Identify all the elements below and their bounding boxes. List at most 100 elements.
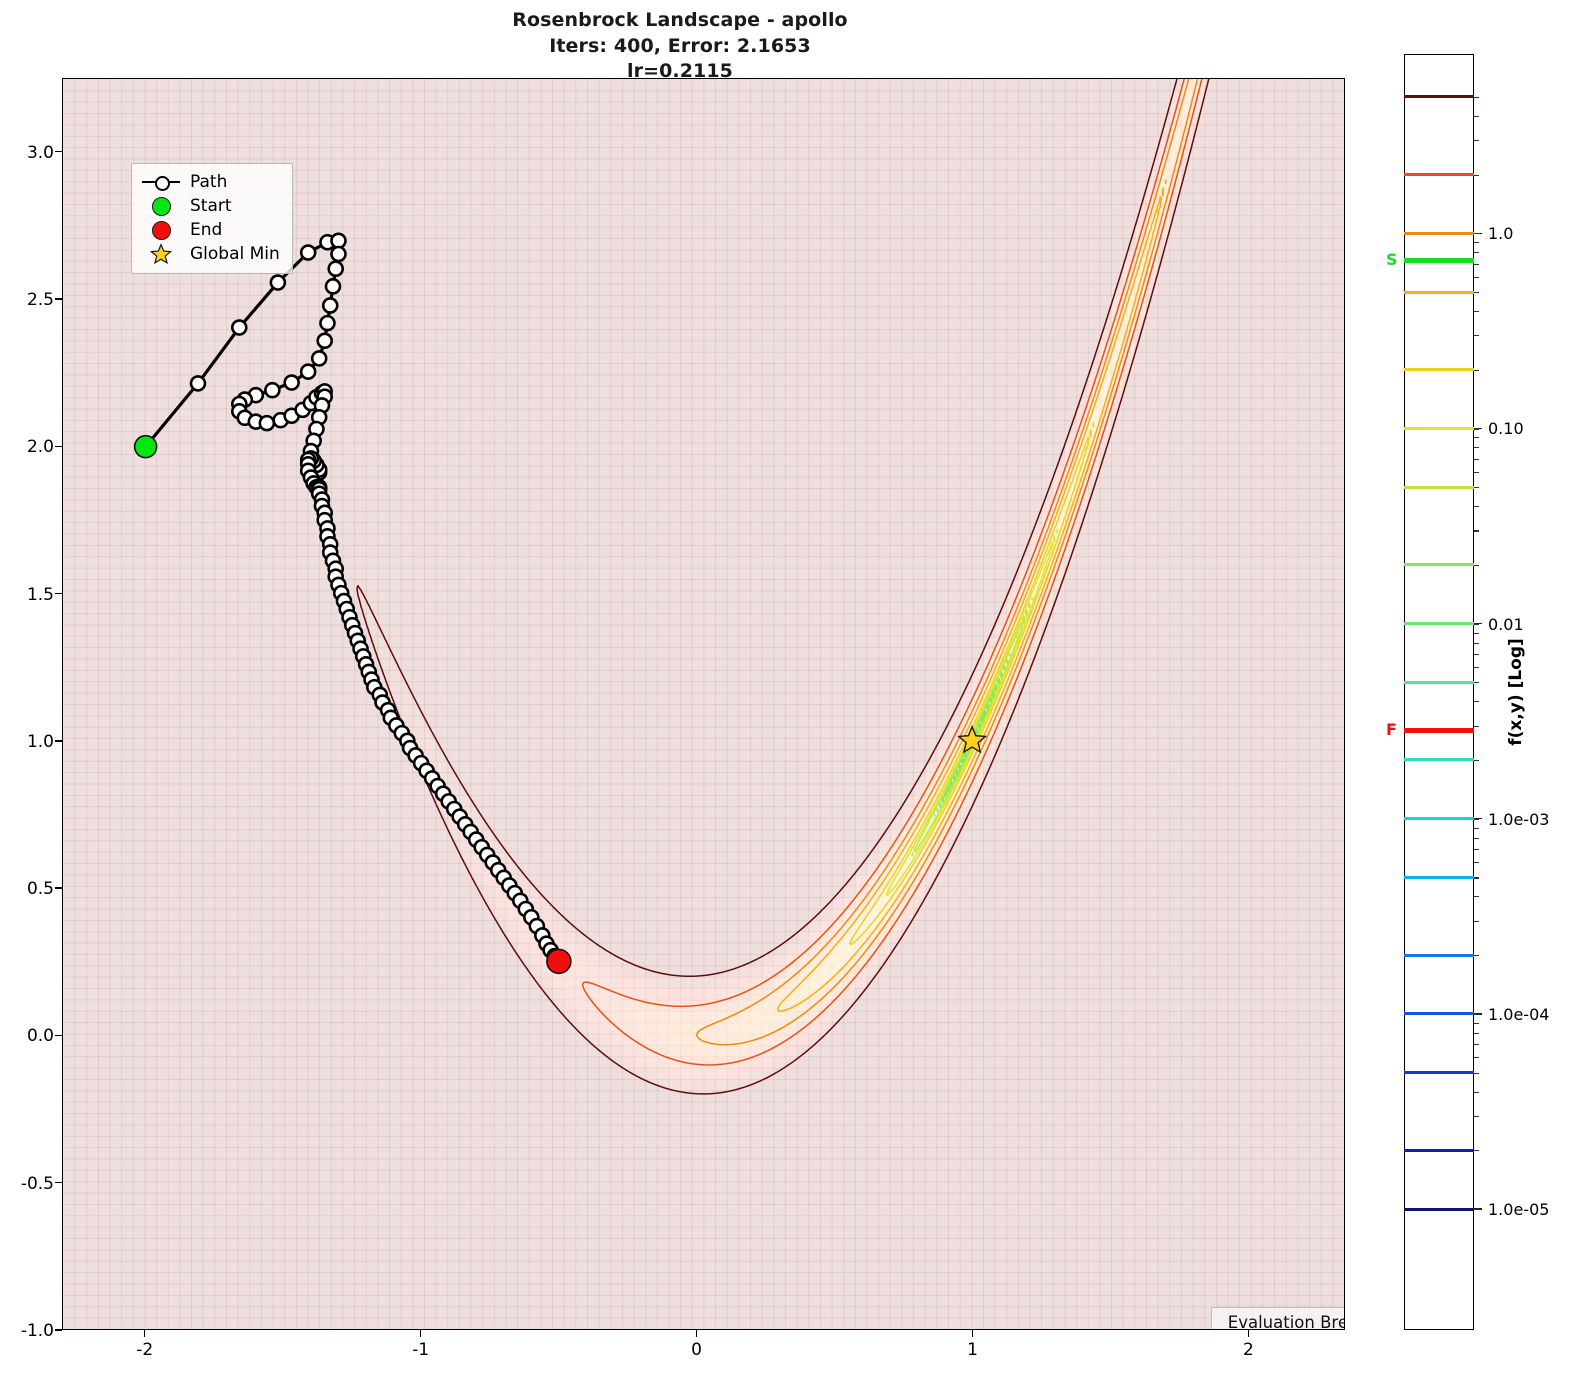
x-tick-mark [419,1330,422,1337]
title-line-2: Iters: 400, Error: 2.1653 [549,34,811,57]
x-tick-label: 2 [1243,1340,1254,1360]
path-point-marker [269,274,287,291]
colorbar-minor-tick [1474,530,1479,532]
colorbar-level-line [1404,1071,1474,1075]
colorbar-minor-tick [1474,1032,1479,1034]
colorbar-minor-tick [1474,506,1479,508]
legend-item-global-min: Global Min [140,242,280,266]
y-tick-mark [55,445,62,447]
colorbar-minor-tick [1474,1150,1479,1152]
contour-line [776,178,1167,1012]
y-tick-label: -0.5 [20,1173,54,1194]
path-point-marker [316,332,333,350]
path-point-marker [321,297,339,314]
colorbar-minor-tick [1474,140,1479,142]
colorbar-box [1404,54,1474,1330]
colorbar-minor-tick [1474,369,1479,371]
x-tick-mark [144,1330,146,1337]
colorbar-minor-tick [1474,335,1479,337]
y-tick-mark [55,150,62,153]
colorbar-minor-tick [1474,1057,1479,1059]
colorbar-minor-tick [1474,471,1479,473]
x-tick-label: -2 [136,1340,154,1360]
path-line-marker-icon [140,171,182,193]
end-point-marker[interactable] [546,948,572,975]
y-tick-mark [55,1034,62,1037]
colorbar-level-line [1404,622,1474,626]
colorbar-level-line [1404,758,1474,762]
colorbar-minor-tick [1474,1115,1479,1117]
y-tick-mark [55,1182,62,1184]
colorbar-level-line [1404,368,1474,372]
colorbar-minor-tick [1474,437,1479,439]
red-circle-icon [140,219,182,241]
colorbar-level-line [1404,95,1474,99]
legend-label-path: Path [190,172,228,192]
colorbar-minor-tick [1474,428,1479,430]
x-tick-mark [971,1330,974,1337]
colorbar-tick-label: 1.0e-03 [1488,809,1550,829]
path-point-marker [319,314,336,332]
contour-plot-area[interactable]: Path Start End Global Min Evaluation Bre… [62,78,1345,1330]
colorbar-tick-label: 0.01 [1488,614,1524,634]
path-point-marker [330,232,347,250]
start-point-marker[interactable] [133,434,158,459]
contour-line [581,79,1203,1066]
path-point-marker [330,245,347,263]
path-point-marker [231,319,248,336]
evaluation-breakdown-title: Evaluation Breakdown [1227,1313,1344,1330]
colorbar-minor-tick [1474,827,1479,829]
contour-line [356,79,1210,1095]
colorbar-minor-tick [1474,955,1479,957]
y-tick-mark [55,740,62,742]
colorbar-minor-tick [1474,862,1479,864]
colorbar-minor-tick [1474,174,1479,176]
colorbar-level-line [1404,1012,1474,1016]
colorbar-minor-tick [1474,701,1479,703]
y-tick-label: 3.0 [26,142,54,163]
path-point-marker [189,375,207,392]
y-tick-mark [55,592,62,595]
colorbar-minor-tick [1474,666,1479,668]
colorbar-minor-tick [1474,1013,1479,1015]
legend-label-global-min: Global Min [190,244,280,264]
colorbar-minor-tick [1474,1072,1479,1074]
colorbar-level-line [1404,1148,1474,1152]
colorbar-minor-tick [1474,1209,1479,1211]
colorbar-minor-tick [1474,920,1479,922]
colorbar-minor-tick [1474,564,1479,566]
colorbar-axis-label: f(x,y) [Log] [1506,638,1526,746]
colorbar-minor-tick [1474,1091,1479,1093]
path-point-marker [310,350,328,367]
green-circle-icon [140,195,182,217]
colorbar[interactable]: S F 1.0 0.10 0.01 1.0e-03 1.0e-04 1.0e-05 [1386,54,1549,1330]
colorbar-minor-tick [1474,242,1479,244]
x-tick-label: 0 [691,1340,702,1360]
colorbar-start-level-line [1404,258,1474,263]
colorbar-minor-tick [1474,877,1479,879]
title-line-1: Rosenbrock Landscape - apollo [512,9,848,31]
colorbar-minor-tick [1474,487,1479,489]
colorbar-tick-label: 1.0 [1488,224,1514,244]
y-tick-label: 0.0 [26,1026,54,1047]
colorbar-minor-tick [1474,653,1479,655]
colorbar-minor-tick [1474,292,1479,294]
colorbar-minor-tick [1474,725,1479,727]
y-tick-label: 2.0 [26,437,54,458]
y-tick-label: 0.5 [26,879,54,900]
colorbar-minor-tick [1474,848,1479,851]
path-point-marker [264,381,281,399]
colorbar-level-line [1404,1207,1474,1211]
colorbar-final-level-line [1404,728,1474,733]
colorbar-minor-tick [1474,115,1479,117]
colorbar-minor-tick [1474,252,1479,254]
colorbar-marker-start: S [1386,250,1398,269]
global-min-star-marker[interactable] [957,724,988,754]
colorbar-level-line [1404,563,1474,567]
colorbar-minor-tick [1474,632,1479,634]
legend-item-path: Path [140,170,280,194]
path-point-marker [283,374,300,391]
colorbar-marker-final: F [1386,720,1397,739]
y-tick-mark [55,887,62,889]
plot-legend: Path Start End Global Min [131,163,293,274]
